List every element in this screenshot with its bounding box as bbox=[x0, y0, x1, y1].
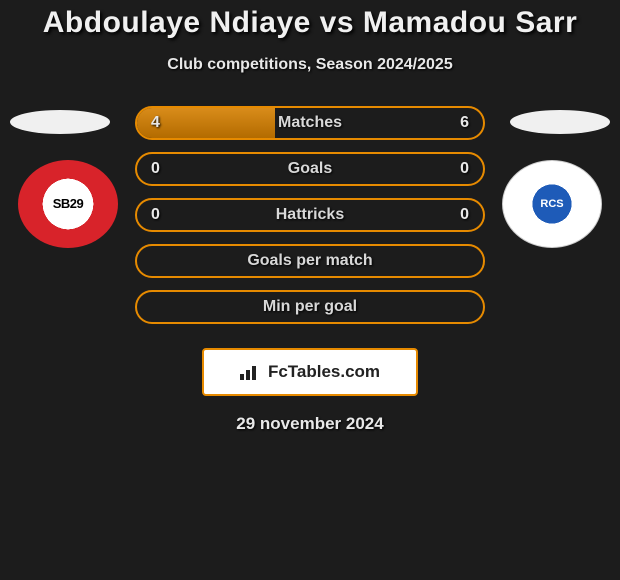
stat-value-right: 0 bbox=[460, 206, 469, 224]
stat-value-right: 6 bbox=[460, 114, 469, 132]
watermark-text: FcTables.com bbox=[268, 362, 380, 382]
stat-label: Goals bbox=[288, 160, 332, 178]
player-avatar-left bbox=[10, 110, 110, 134]
content-area: 4 Matches 6 0 Goals 0 0 Hattricks 0 Goals per mat… bbox=[0, 110, 620, 340]
stat-value-left: 0 bbox=[151, 206, 160, 224]
club-crest-right bbox=[502, 160, 602, 248]
subtitle: Club competitions, Season 2024/2025 bbox=[0, 56, 620, 74]
page-title: Abdoulaye Ndiaye vs Mamadou Sarr bbox=[0, 6, 620, 40]
chart-icon bbox=[240, 364, 262, 380]
stat-value-right: 0 bbox=[460, 160, 469, 178]
stat-label: Goals per match bbox=[247, 252, 372, 270]
stat-row: 4 Matches 6 bbox=[135, 106, 485, 140]
stat-value-left: 4 bbox=[151, 114, 160, 132]
stat-value-left: 0 bbox=[151, 160, 160, 178]
date-label: 29 november 2024 bbox=[0, 414, 620, 434]
comparison-card: Abdoulaye Ndiaye vs Mamadou Sarr Club co… bbox=[0, 0, 620, 580]
stat-label: Min per goal bbox=[263, 298, 357, 316]
stat-label: Hattricks bbox=[276, 206, 344, 224]
stat-rows: 4 Matches 6 0 Goals 0 0 Hattricks 0 Goals per mat… bbox=[135, 106, 485, 336]
stat-label: Matches bbox=[278, 114, 342, 132]
stat-row: Goals per match bbox=[135, 244, 485, 278]
stat-row: 0 Hattricks 0 bbox=[135, 198, 485, 232]
club-crest-left bbox=[18, 160, 118, 248]
player-avatar-right bbox=[510, 110, 610, 134]
watermark[interactable]: FcTables.com bbox=[202, 348, 418, 396]
stat-row: 0 Goals 0 bbox=[135, 152, 485, 186]
stat-row: Min per goal bbox=[135, 290, 485, 324]
